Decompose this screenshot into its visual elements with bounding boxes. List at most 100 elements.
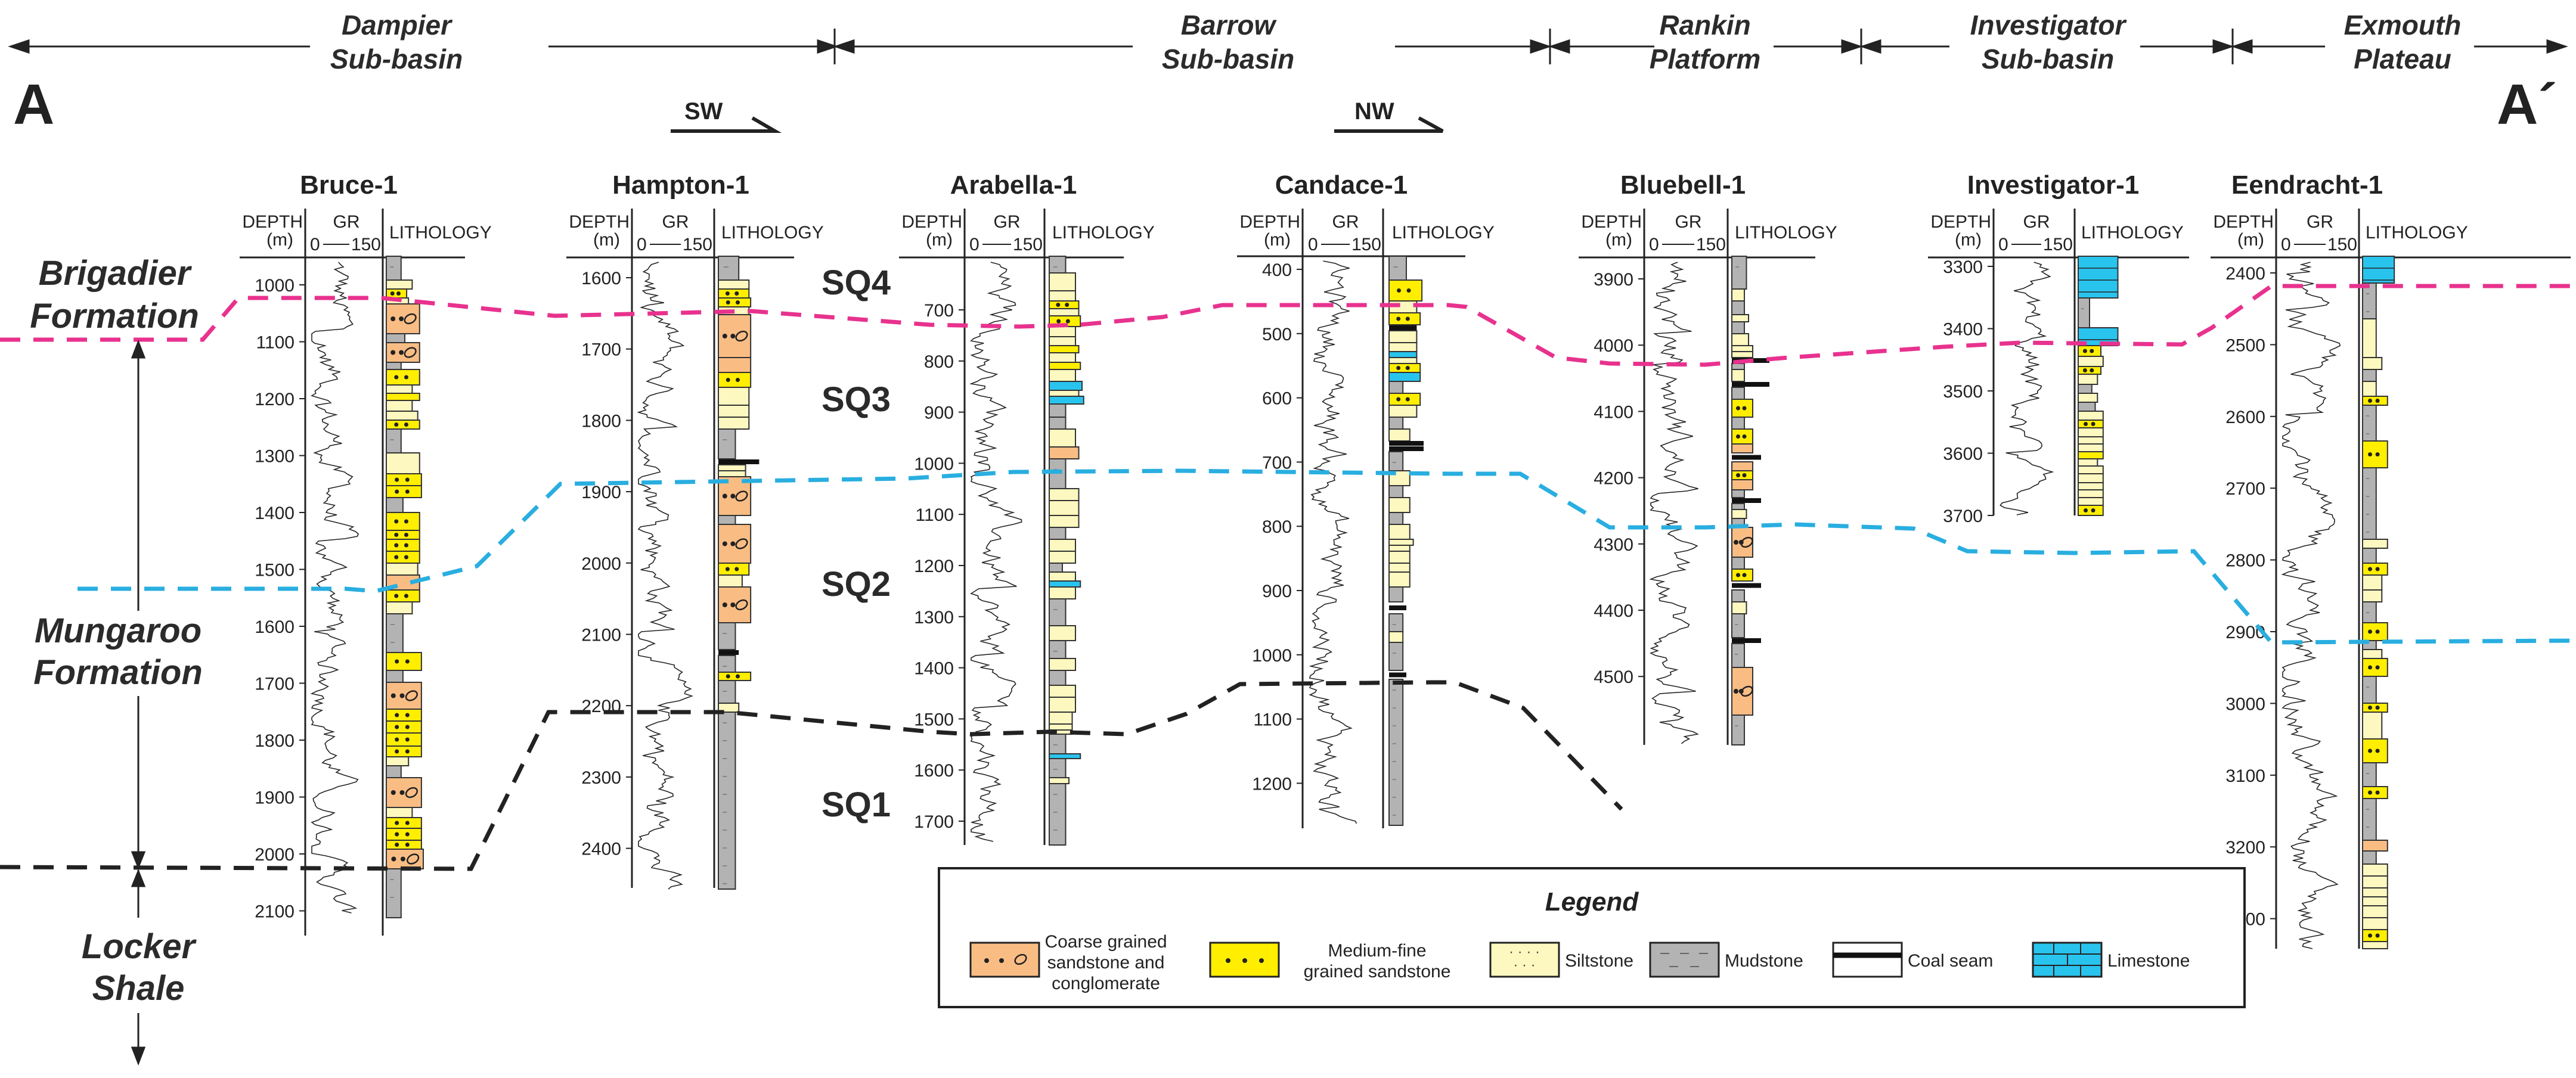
well-hampton-1: Hampton-1 DEPTH(m) GR 0 150 LITHOLOGY 1600 1700… [566,170,824,890]
depth-tick-label: 2000 [255,845,295,865]
bed-silt [1388,551,1411,564]
gr-scale-min: 0 [1998,235,2008,254]
sequence-sq1: SQ1 [822,785,891,824]
legend-item-mud: Mudstone [1649,942,1803,978]
gr-scale-max: 150 [1351,235,1381,254]
bed-medium [386,589,420,602]
bed-coal [1389,605,1406,610]
depth-header: DEPTH [1239,212,1300,232]
gr-curve [2000,262,2054,515]
depth-tick-label: 1200 [255,390,295,409]
bed-silt [718,470,746,477]
region-rankin-line1: Rankin [1659,10,1750,41]
lithology-header: LITHOLOGY [721,223,824,243]
legend-swatch-coal [1832,942,1903,978]
depth-tick-label: 1600 [914,761,954,781]
bed-silt [1049,625,1076,641]
bed-mud [1731,643,1745,668]
formation-mungaroo-line2: Formation [33,653,203,692]
bed-silt [1049,551,1076,564]
bed-mud [386,497,404,513]
bed-silt [1049,712,1073,725]
bed-mud [386,362,402,370]
gr-header: GR [2023,212,2050,232]
bed-coal [1389,446,1424,451]
bed-coal [1389,441,1424,446]
bed-mud [1049,783,1067,846]
gr-scale-min: 0 [2281,235,2291,254]
bed-mud [1049,640,1067,659]
depth-tick-label: 4500 [1594,667,1633,687]
bed-mud [1049,563,1063,573]
bed-silt [1731,369,1745,382]
bed-silt [1388,545,1411,552]
bed-mud [1731,256,1747,290]
depth-tick-label: 2500 [2225,335,2265,355]
depth-unit: (m) [2237,230,2264,250]
bed-silt [2362,875,2388,889]
legend-label-coal: Coal seam [1908,951,1993,971]
bed-silt [2362,863,2388,877]
bed-lime [1388,372,1421,382]
bed-mud [1049,670,1067,686]
legend-label-coarse-1: Coarse grained [1044,932,1167,952]
depth-tick-label: 2000 [581,554,621,574]
bed-silt [386,563,419,576]
bed-medium [386,393,420,401]
depth-tick-label: 1800 [581,411,621,431]
bed-mud [718,712,736,890]
well-title: Candace-1 [1275,170,1408,200]
gr-curve [1309,260,1357,824]
legend-title: Legend [1545,887,1639,917]
bed-silt [1049,369,1076,382]
section-start-label: A [13,73,54,136]
bed-silt [386,400,413,412]
bed-medium [386,473,422,486]
sequence-labels: SQ4 SQ3 SQ2 SQ1 [822,263,891,824]
legend-item-coal: Coal seam [1832,942,1993,978]
bed-medium [2362,622,2388,641]
bed-medium [386,369,420,386]
bed-medium [2362,738,2388,763]
bed-silt [386,279,413,290]
depth-header: DEPTH [1581,212,1642,232]
depth-tick-label: 3100 [2225,766,2265,786]
bed-mud [1388,417,1404,430]
bed-medium [386,551,420,564]
bed-silt [1049,658,1076,671]
bed-silt [718,405,750,418]
legend-label-mud: Mudstone [1725,951,1803,971]
depth-tick-label: 1300 [255,447,295,467]
bed-mud [2362,282,2377,319]
bed-medium [386,745,422,757]
bed-medium [2078,420,2104,428]
bed-silt [2078,356,2104,367]
bed-coarse [1731,443,1753,453]
depth-tick-label: 900 [1262,582,1292,601]
well-title: Eendracht-1 [2231,170,2383,200]
formation-locker-line2: Shale [92,969,185,1008]
lithology-header: LITHOLOGY [2366,223,2468,243]
bed-silt [386,452,420,474]
lithology-header: LITHOLOGY [389,223,492,243]
sequence-sq4: SQ4 [822,263,891,302]
bed-coarse [2362,840,2388,852]
depth-unit: (m) [1264,230,1291,250]
bed-mud [718,428,736,459]
depth-tick-label: 600 [1262,389,1292,409]
bed-silt [1731,333,1749,346]
gr-header: GR [1332,212,1359,232]
gr-curve [637,262,693,890]
depth-tick-label: 1800 [255,731,295,751]
depth-unit: (m) [926,230,953,250]
bed-coal [1732,583,1761,588]
legend-item-silt: · · · · · · · Siltstone [1489,942,1633,978]
depth-header: DEPTH [1930,212,1991,232]
bed-mud [1388,642,1404,671]
gr-header: GR [994,212,1021,232]
bed-silt [2078,458,2098,467]
boundary-sq3-sq2 [78,468,2576,645]
bed-silt [2362,941,2388,949]
gr-scale-min: 0 [637,235,647,254]
depth-tick-label: 1500 [255,561,295,580]
